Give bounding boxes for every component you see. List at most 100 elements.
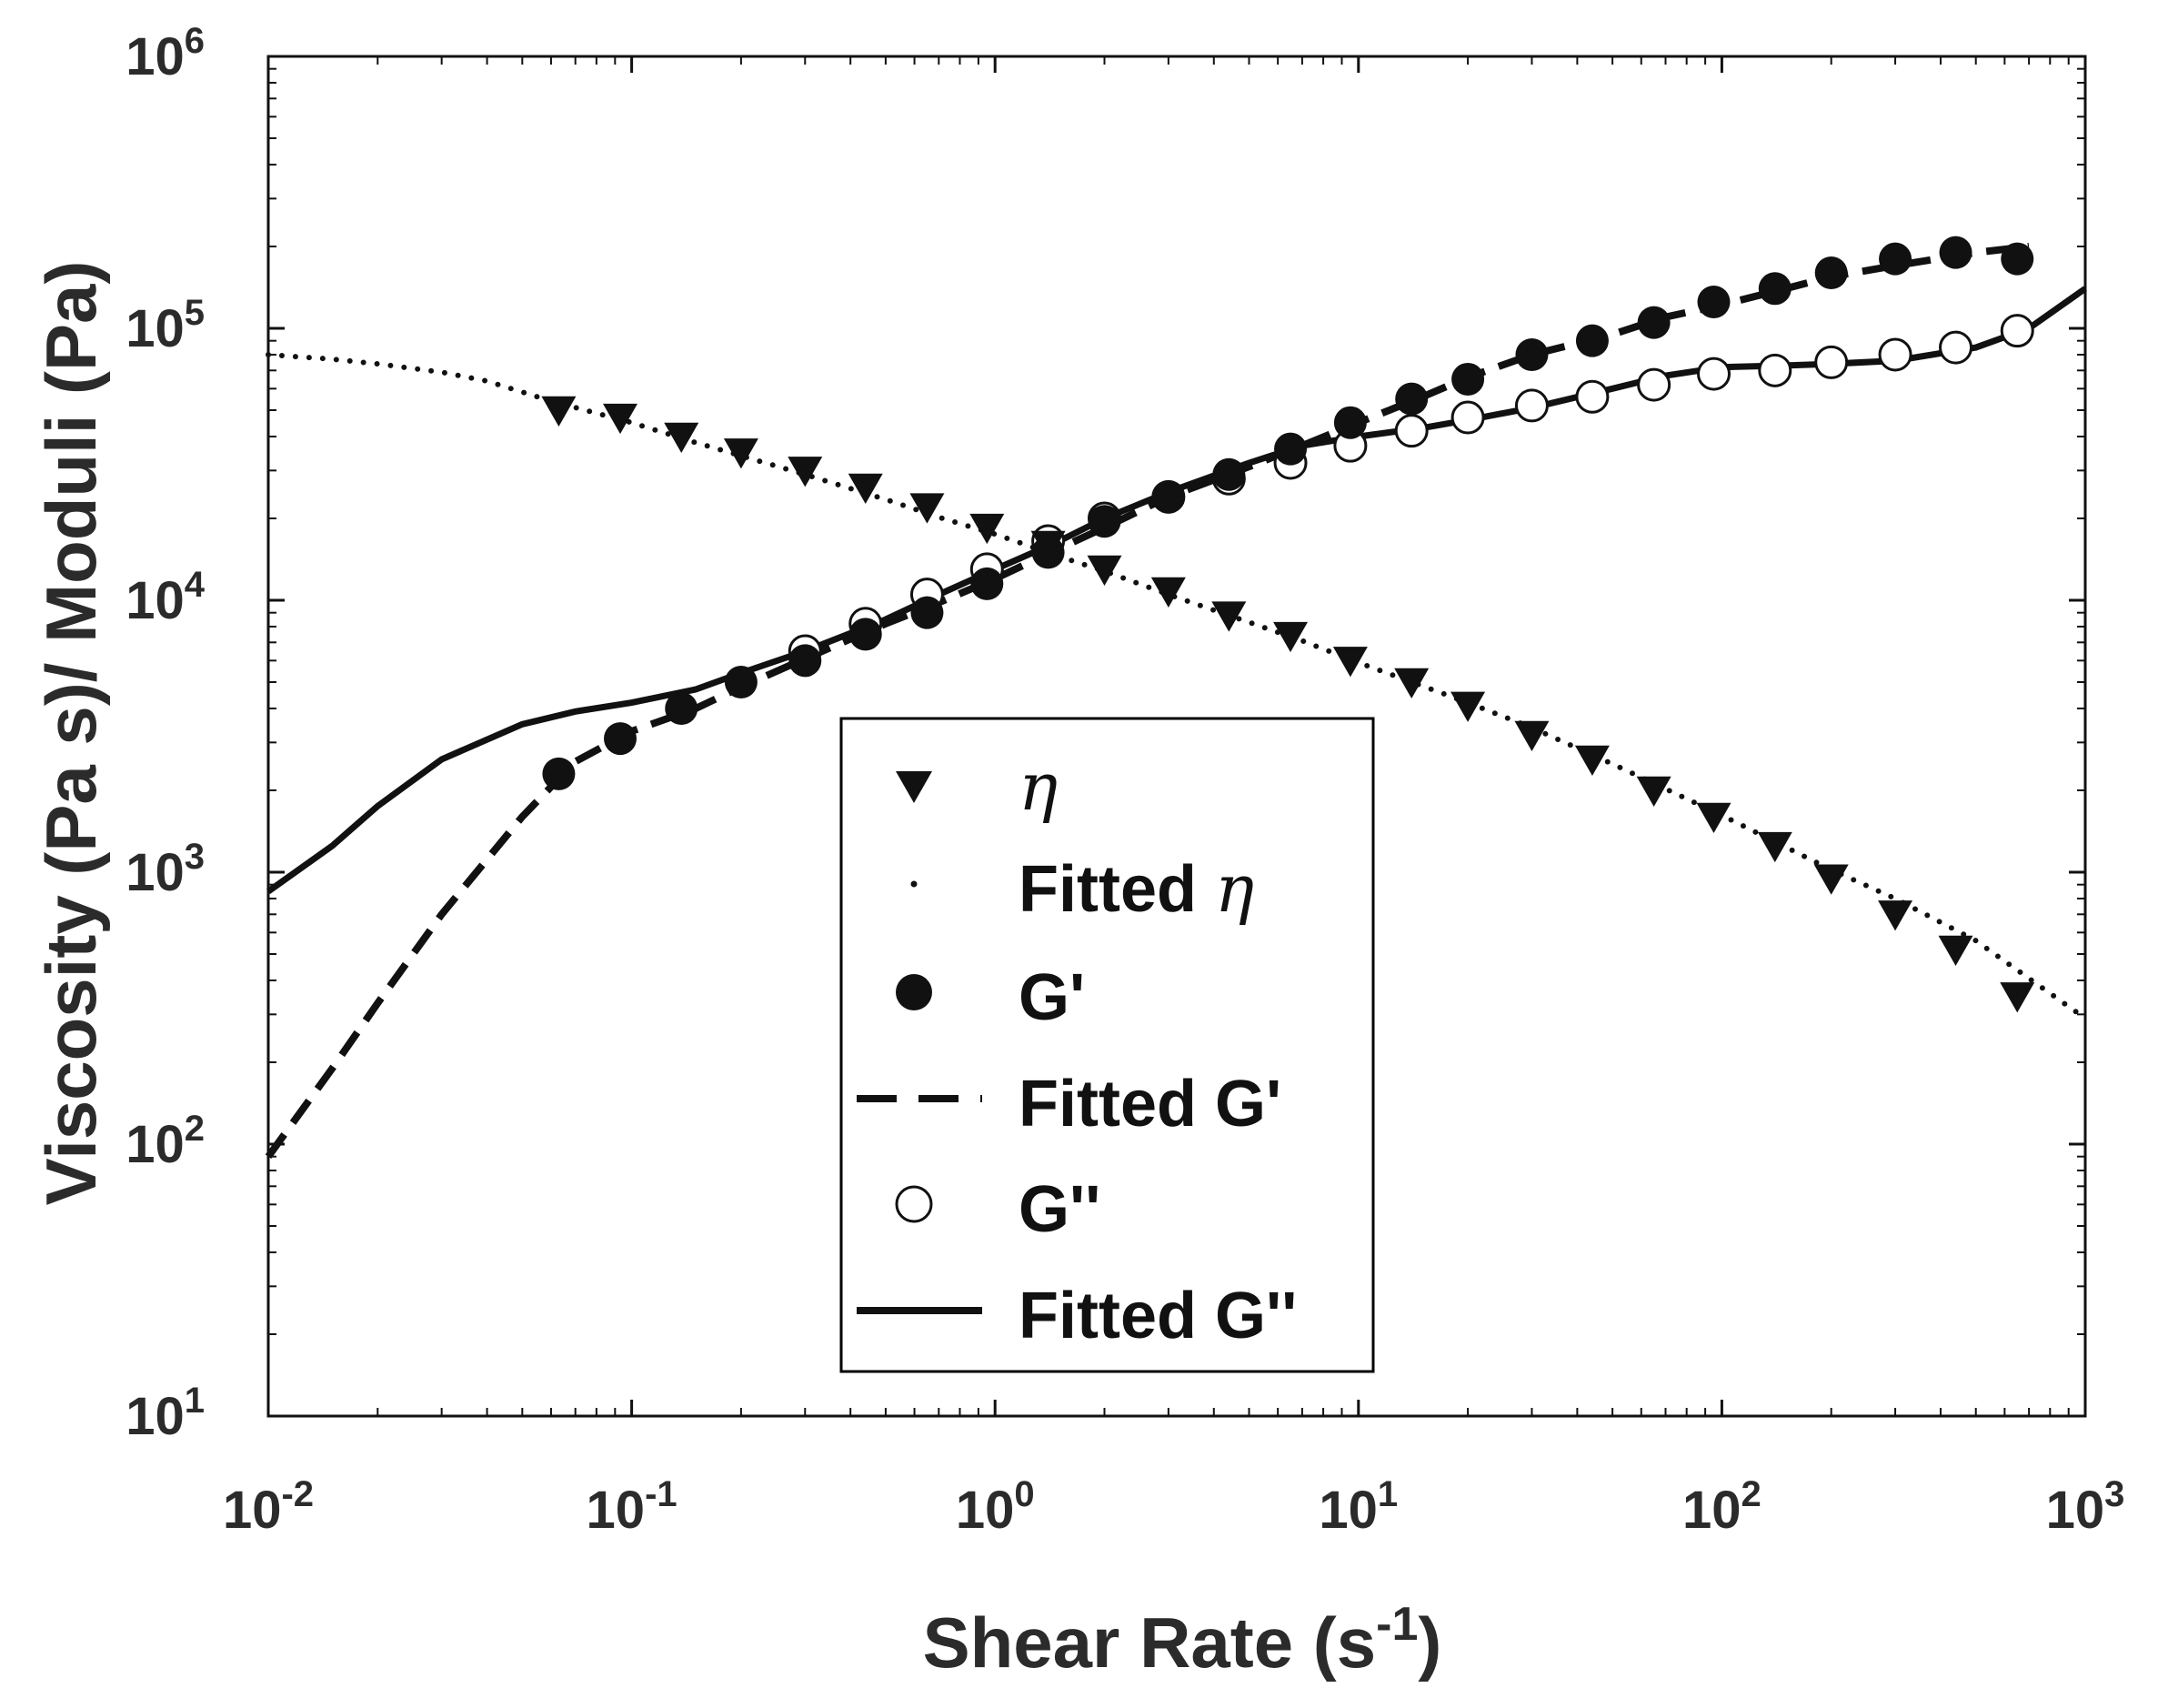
eta-point [723, 438, 758, 469]
legend-entry: G' [896, 961, 1085, 1034]
g-prime-point [1212, 457, 1246, 491]
y-tick-label: 102 [125, 1109, 205, 1174]
eta-point [1273, 621, 1309, 653]
legend-triangle-symbol [896, 771, 932, 803]
legend-entry: Fitted G' [857, 1068, 1281, 1140]
g-double-prime-point [1814, 345, 1849, 379]
eta-point [664, 422, 699, 454]
g-prime-point [1697, 286, 1731, 319]
g-prime-point [2001, 242, 2034, 276]
g-prime-point [1637, 306, 1671, 339]
eta-point [2000, 982, 2035, 1013]
legend-label: η [1019, 749, 1058, 825]
legend-box [839, 717, 1375, 1373]
eta-point [909, 493, 945, 524]
g-double-prime-point [1939, 330, 1973, 365]
legend-label: G'' [1019, 1173, 1100, 1246]
eta-point [1696, 802, 1731, 834]
eta-point [1514, 720, 1550, 752]
eta-point [1757, 831, 1792, 863]
eta-point [1878, 900, 1913, 931]
g-prime-point [848, 618, 882, 651]
g-prime-point [1088, 505, 1121, 538]
legend-filled-circle-symbol [896, 974, 932, 1010]
eta-point [1450, 691, 1486, 722]
eta-point [1030, 530, 1066, 562]
g-double-prime-point [1696, 357, 1731, 391]
legend-label: Fitted η [1019, 850, 1254, 927]
y-tick-label: 106 [125, 21, 205, 86]
g-prime-point [542, 757, 576, 790]
series-- [541, 396, 2035, 1013]
g-prime-point [1395, 382, 1429, 416]
x-axis-title-superscript: -1 [1376, 1598, 1418, 1651]
g-prime-point [910, 596, 944, 629]
x-tick-label: 10-2 [223, 1474, 314, 1540]
g-prime-point [1274, 432, 1308, 466]
eta-point [603, 403, 638, 435]
g-prime-point [724, 666, 758, 699]
x-tick-label: 100 [956, 1474, 1035, 1540]
x-tick-label: 103 [2046, 1474, 2125, 1540]
g-double-prime-point [1878, 337, 1912, 372]
eta-point [788, 457, 823, 487]
g-double-prime-point [1394, 414, 1429, 448]
eta-point [541, 396, 577, 427]
g-prime-point [1333, 406, 1367, 439]
g-double-prime-point [1450, 400, 1485, 435]
g-double-prime-point [1637, 367, 1671, 402]
eta-point [1813, 864, 1849, 895]
x-axis-title: Shear Rate (s-1) [923, 1598, 1442, 1683]
g-prime-point [1879, 242, 1912, 276]
legend-entry: Fitted G'' [857, 1280, 1297, 1352]
eta-point [1332, 647, 1368, 678]
legend-label: Fitted G' [1019, 1068, 1281, 1140]
g-double-prime-point [1758, 353, 1792, 387]
legend-entry: η [896, 749, 1058, 825]
g-prime-point [1939, 236, 1972, 269]
g-double-prime-point [1514, 388, 1549, 423]
y-tick-label: 103 [125, 837, 205, 902]
eta-point [969, 513, 1005, 545]
y-tick-label: 105 [125, 293, 205, 358]
g-prime-point [1575, 324, 1609, 357]
y-axis-tick-labels: 101 102 103 104 105 106 [125, 21, 206, 1446]
legend-label: G' [1019, 961, 1085, 1034]
eta-point [1938, 935, 1973, 966]
g-prime-point [1151, 480, 1185, 514]
eta-point [1087, 555, 1122, 586]
g-prime-point [604, 722, 637, 756]
plot-frame [266, 55, 2087, 1418]
series-g- [542, 236, 2034, 790]
series-layer [265, 236, 2088, 1160]
legend-dot-symbol [910, 880, 918, 888]
g-prime-point [788, 644, 822, 678]
g-prime-point [1451, 362, 1485, 396]
y-tick-label: 104 [125, 565, 206, 630]
g-prime-point [1758, 272, 1792, 306]
y-tick-label: 101 [125, 1381, 205, 1446]
x-tick-label: 102 [1682, 1474, 1762, 1540]
eta-point [1574, 745, 1610, 776]
x-tick-label: 10-1 [587, 1474, 678, 1540]
y-axis-title: Viscosity (Pa s)/ Moduli (Pa) [31, 261, 111, 1206]
g-double-prime-point [2000, 314, 2034, 348]
x-tick-label: 101 [1319, 1474, 1398, 1540]
legend-entry: G'' [895, 1173, 1100, 1246]
legend-math-symbol: η [1215, 850, 1254, 927]
x-axis-title-close: ) [1418, 1603, 1441, 1683]
eta-point [848, 473, 883, 504]
legend-entry: Fitted η [910, 850, 1254, 927]
eta-point [1211, 601, 1247, 632]
g-prime-point [970, 567, 1004, 600]
eta-point [1636, 776, 1671, 808]
legend-open-circle-symbol [895, 1185, 933, 1223]
legend-label: Fitted G'' [1019, 1280, 1297, 1352]
eta-point [1394, 668, 1430, 699]
x-axis-tick-labels: 10-2 10-1 100 101 102 103 [223, 1474, 2124, 1540]
g-double-prime-point [1575, 379, 1610, 414]
eta-point [1150, 577, 1186, 608]
